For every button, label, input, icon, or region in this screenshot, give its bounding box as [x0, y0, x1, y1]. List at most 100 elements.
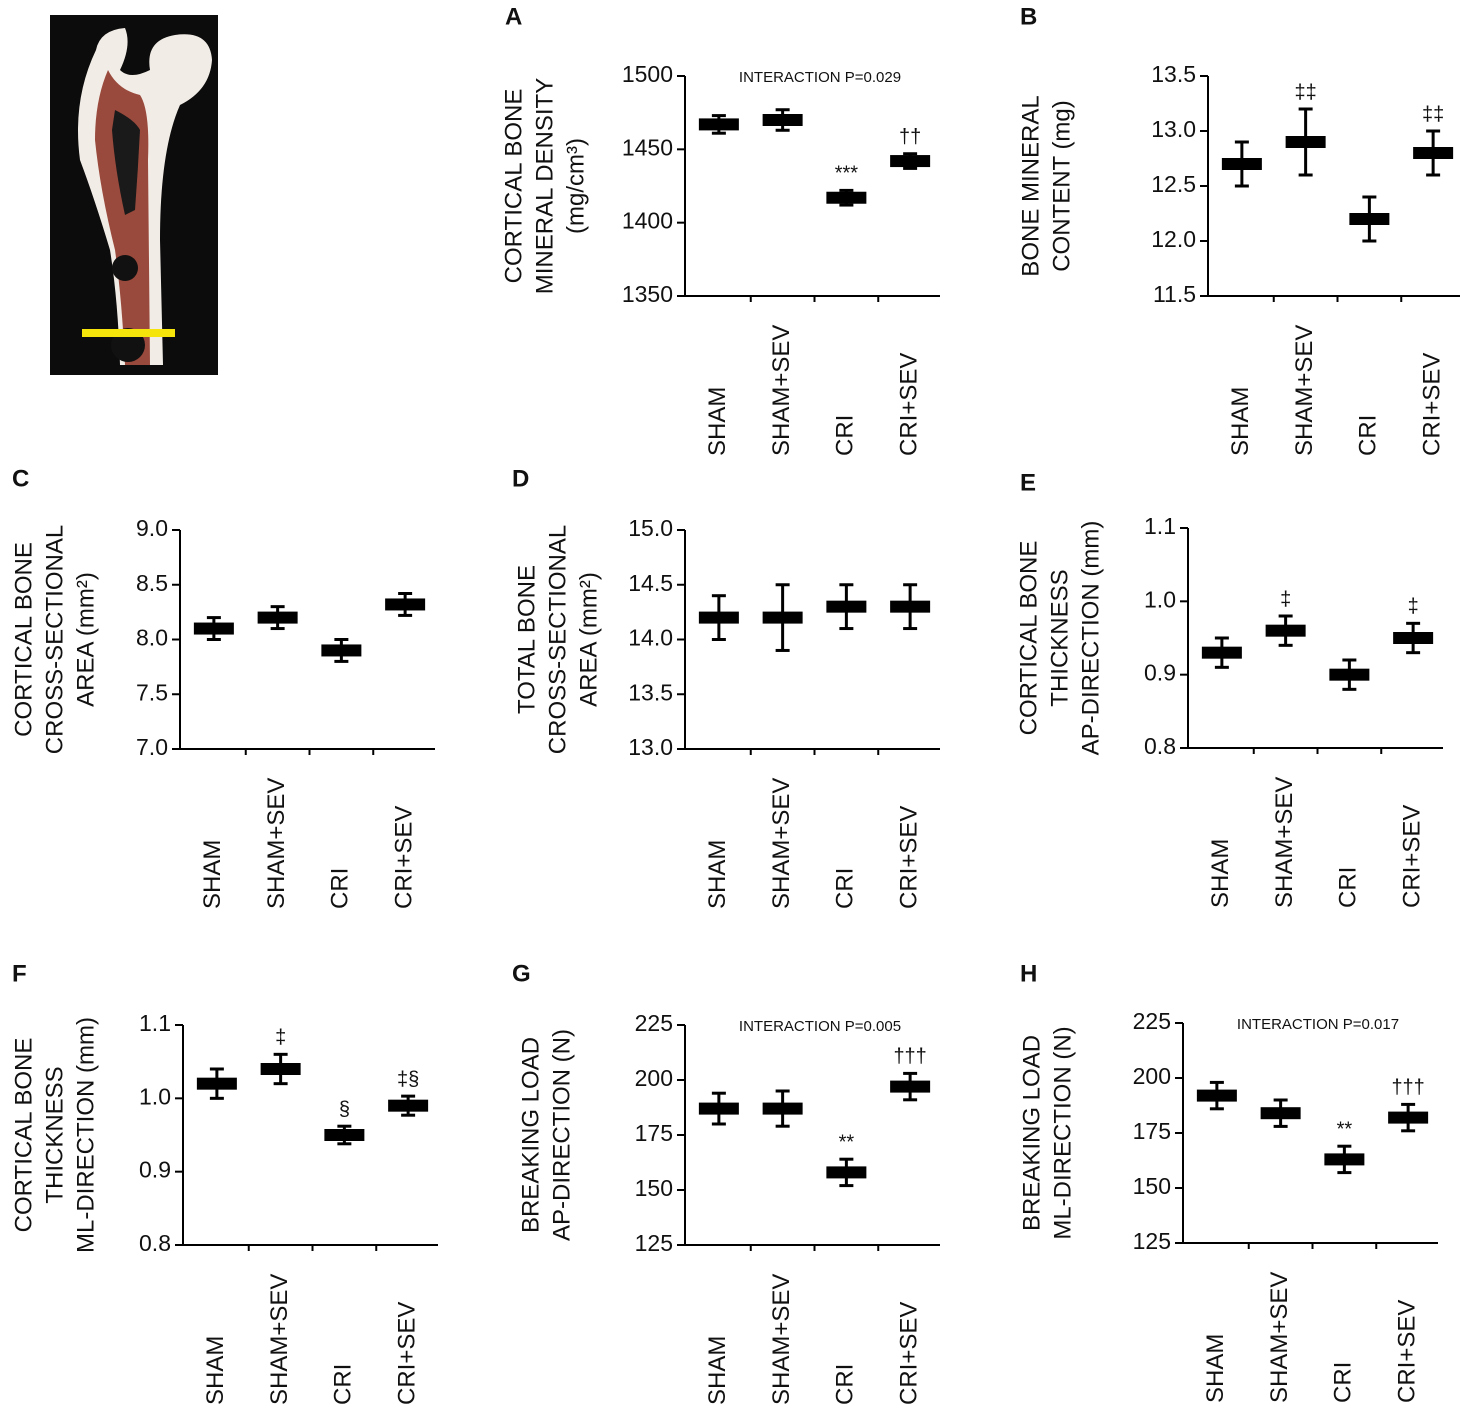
y-tick-label: 14.5: [628, 570, 673, 596]
panel-letter: H: [1020, 960, 1037, 987]
x-tick-label: SHAM+SEV: [266, 1274, 293, 1405]
x-tick-label: SHAM: [704, 1336, 731, 1405]
y-axis-title: BREAKING LOAD: [1018, 1035, 1045, 1231]
y-tick-label: 1.1: [139, 1010, 171, 1036]
significance-mark: ‡: [1280, 588, 1291, 610]
y-tick-label: 7.0: [136, 734, 168, 760]
panel-letter: D: [512, 465, 529, 492]
y-tick-label: 200: [1133, 1063, 1171, 1089]
mean-bar: [1222, 158, 1262, 170]
y-axis-title: BREAKING LOAD: [517, 1037, 544, 1233]
mean-bar: [890, 601, 930, 613]
mean-bar: [1197, 1090, 1237, 1102]
y-tick-label: 1.0: [139, 1083, 171, 1109]
y-tick-label: 7.5: [136, 679, 168, 705]
panel-letter: E: [1020, 469, 1036, 496]
y-tick-label: 8.0: [136, 625, 168, 651]
x-tick-label: CRI: [832, 1364, 859, 1405]
x-tick-label: CRI: [832, 868, 859, 909]
mean-bar: [826, 1166, 866, 1178]
y-tick-label: 15.0: [628, 515, 673, 541]
y-tick-label: 175: [635, 1120, 673, 1146]
mean-bar: [826, 192, 866, 204]
interaction-note: INTERACTION P=0.005: [739, 1018, 901, 1035]
x-tick-label: CRI: [327, 868, 354, 909]
y-axis-title: CROSS-SECTIONAL: [41, 525, 68, 754]
y-axis-title: AREA (mm²): [72, 572, 99, 707]
y-tick-label: 1400: [622, 208, 673, 234]
mean-bar: [388, 1100, 428, 1112]
mean-bar: [699, 118, 739, 130]
mean-bar: [890, 1081, 930, 1093]
x-tick-label: SHAM+SEV: [768, 325, 795, 456]
y-tick-label: 13.5: [628, 679, 673, 705]
y-tick-label: 13.0: [1151, 116, 1196, 142]
x-tick-label: SHAM+SEV: [768, 1274, 795, 1405]
y-tick-label: 125: [1133, 1228, 1171, 1254]
y-axis-title: CONTENT (mg): [1048, 100, 1075, 272]
x-tick-label: CRI+SEV: [393, 1302, 420, 1405]
y-tick-label: 200: [635, 1065, 673, 1091]
y-axis-title: CORTICAL BONE: [10, 542, 37, 737]
y-tick-label: 14.0: [628, 625, 673, 651]
x-tick-label: CRI+SEV: [390, 806, 417, 909]
x-tick-label: SHAM+SEV: [1266, 1272, 1293, 1403]
mean-bar: [890, 155, 930, 167]
y-tick-label: 0.8: [1144, 733, 1176, 759]
mean-bar: [1329, 669, 1369, 681]
panel-letter: A: [505, 3, 522, 30]
significance-mark: ††: [899, 126, 921, 148]
x-tick-label: SHAM: [202, 1336, 229, 1405]
significance-mark: §: [339, 1098, 350, 1120]
x-tick-label: SHAM: [199, 840, 226, 909]
x-tick-label: SHAM+SEV: [768, 778, 795, 909]
mean-bar: [1413, 147, 1453, 159]
mean-bar: [385, 598, 425, 610]
y-tick-label: 12.0: [1151, 226, 1196, 252]
significance-mark: ‡: [275, 1027, 286, 1049]
mean-bar: [1324, 1153, 1364, 1165]
mean-bar: [197, 1078, 237, 1090]
x-tick-label: SHAM: [1207, 839, 1234, 908]
y-axis-title: ML-DIRECTION (N): [1049, 1026, 1076, 1239]
mean-bar: [1349, 213, 1389, 225]
x-tick-label: CRI+SEV: [895, 806, 922, 909]
x-tick-label: SHAM+SEV: [1291, 325, 1318, 456]
y-tick-label: 225: [1133, 1008, 1171, 1034]
bone-image: [50, 15, 218, 375]
y-tick-label: 175: [1133, 1118, 1171, 1144]
y-axis-title: AP-DIRECTION (mm): [1077, 521, 1104, 756]
panel-letter: C: [12, 465, 29, 492]
y-axis-title: TOTAL BONE: [513, 565, 540, 714]
x-tick-label: CRI+SEV: [1393, 1300, 1420, 1403]
x-tick-label: CRI+SEV: [1398, 805, 1425, 908]
x-tick-label: SHAM+SEV: [1271, 777, 1298, 908]
y-axis-title: CORTICAL BONE: [1015, 541, 1042, 736]
x-tick-label: CRI: [330, 1364, 357, 1405]
x-tick-label: CRI: [1355, 415, 1382, 456]
mean-bar: [1202, 647, 1242, 659]
significance-mark: †††: [1391, 1077, 1424, 1099]
mean-bar: [1261, 1107, 1301, 1119]
y-tick-label: 0.9: [1144, 660, 1176, 686]
y-axis-title: CROSS-SECTIONAL: [544, 525, 571, 754]
mean-bar: [1286, 136, 1326, 148]
y-axis-title: THICKNESS: [41, 1066, 68, 1203]
mean-bar: [321, 644, 361, 656]
x-tick-label: SHAM: [1202, 1334, 1229, 1403]
y-axis-title: BONE MINERAL: [1017, 95, 1044, 276]
y-tick-label: 9.0: [136, 515, 168, 541]
y-tick-label: 12.5: [1151, 171, 1196, 197]
x-tick-label: SHAM+SEV: [263, 778, 290, 909]
mean-bar: [763, 1103, 803, 1115]
y-tick-label: 125: [635, 1230, 673, 1256]
significance-mark: **: [839, 1131, 855, 1153]
y-tick-label: 1.0: [1144, 586, 1176, 612]
y-axis-title: (mg/cm³): [562, 138, 589, 234]
